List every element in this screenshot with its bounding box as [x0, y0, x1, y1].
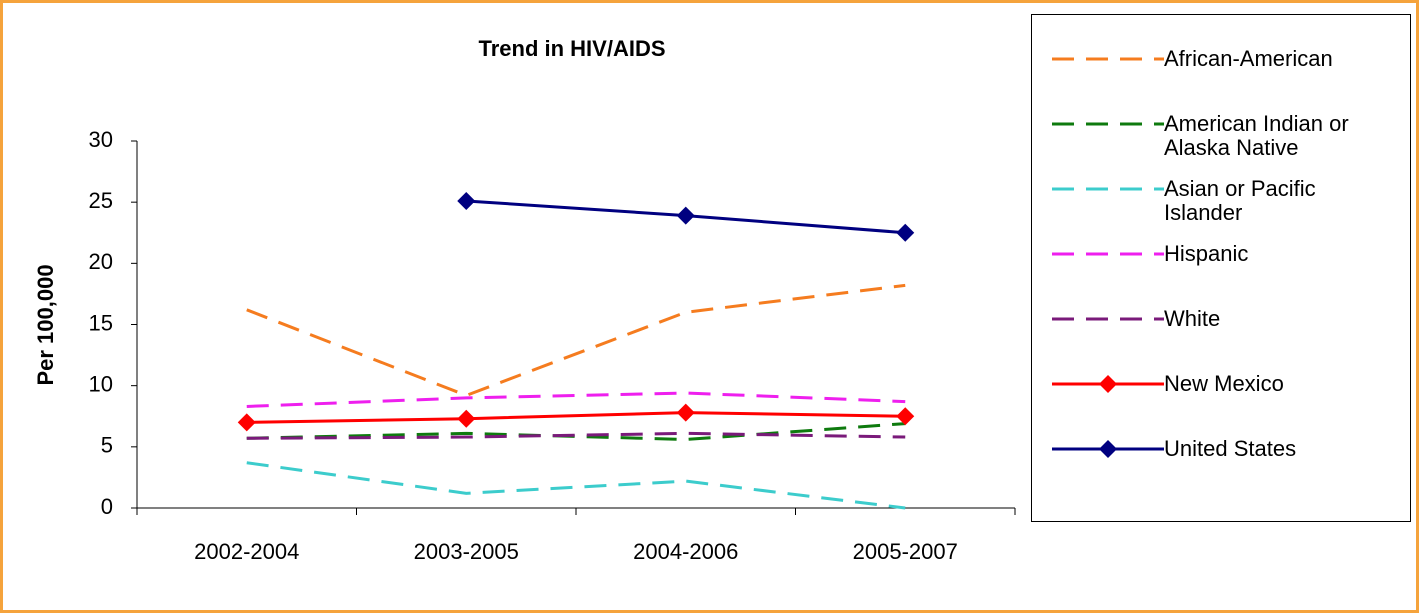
- series-line: [246, 422, 906, 441]
- legend-label: United States: [1164, 436, 1297, 461]
- series-line: [246, 411, 906, 424]
- legend-item: Asian or Pacific Islander: [1032, 177, 1394, 225]
- legend-swatch: [1052, 440, 1164, 458]
- legend: African-American American Indian or Alask…: [1031, 14, 1411, 522]
- y-axis-label: Per 100,000: [33, 264, 58, 385]
- y-tick-label: 5: [101, 433, 113, 458]
- data-point: [457, 409, 476, 428]
- legend-swatch: [1052, 187, 1164, 191]
- chart-title: Trend in HIV/AIDS: [478, 36, 665, 61]
- legend-item: African-American: [1032, 47, 1394, 71]
- y-tick-label: 30: [89, 127, 113, 152]
- legend-marker: [1099, 375, 1117, 393]
- data-point: [237, 413, 256, 432]
- y-tick-label: 0: [101, 494, 113, 519]
- data-point: [896, 407, 915, 426]
- series-line: [246, 431, 906, 440]
- y-tick-label: 15: [89, 310, 113, 335]
- legend-label: New Mexico: [1164, 371, 1284, 396]
- legend-swatch: [1052, 122, 1164, 126]
- legend-swatch: [1052, 57, 1164, 61]
- legend-swatch: [1052, 375, 1164, 393]
- legend-item: American Indian or Alaska Native: [1032, 112, 1394, 160]
- data-point: [457, 191, 476, 210]
- data-point: [676, 206, 695, 225]
- series-line: [246, 283, 906, 398]
- series-line: [246, 461, 906, 510]
- legend-marker: [1099, 440, 1117, 458]
- legend-label: Asian or Pacific Islander: [1164, 176, 1316, 225]
- legend-item: United States: [1032, 437, 1394, 461]
- legend-label: Hispanic: [1164, 241, 1249, 266]
- data-point: [676, 403, 695, 422]
- y-tick-label: 20: [89, 249, 113, 274]
- legend-item: White: [1032, 307, 1394, 331]
- legend-label: White: [1164, 306, 1221, 331]
- x-tick-label: 2002-2004: [194, 539, 299, 564]
- legend-label: American Indian or Alaska Native: [1164, 111, 1349, 160]
- chart: Trend in HIV/AIDS Per 100,000 0 5 10 15 20 25…: [33, 36, 1016, 564]
- series-line: [246, 391, 906, 408]
- x-tick-label: 2005-2007: [853, 539, 958, 564]
- legend-label: African-American: [1164, 46, 1333, 71]
- legend-swatch: [1052, 252, 1164, 256]
- legend-swatch: [1052, 317, 1164, 321]
- legend-item: New Mexico: [1032, 372, 1394, 396]
- x-tick-label: 2004-2006: [633, 539, 738, 564]
- y-tick-label: 25: [89, 188, 113, 213]
- data-point: [896, 223, 915, 242]
- legend-item: Hispanic: [1032, 242, 1394, 266]
- x-tick-label: 2003-2005: [414, 539, 519, 564]
- y-tick-label: 10: [89, 371, 113, 396]
